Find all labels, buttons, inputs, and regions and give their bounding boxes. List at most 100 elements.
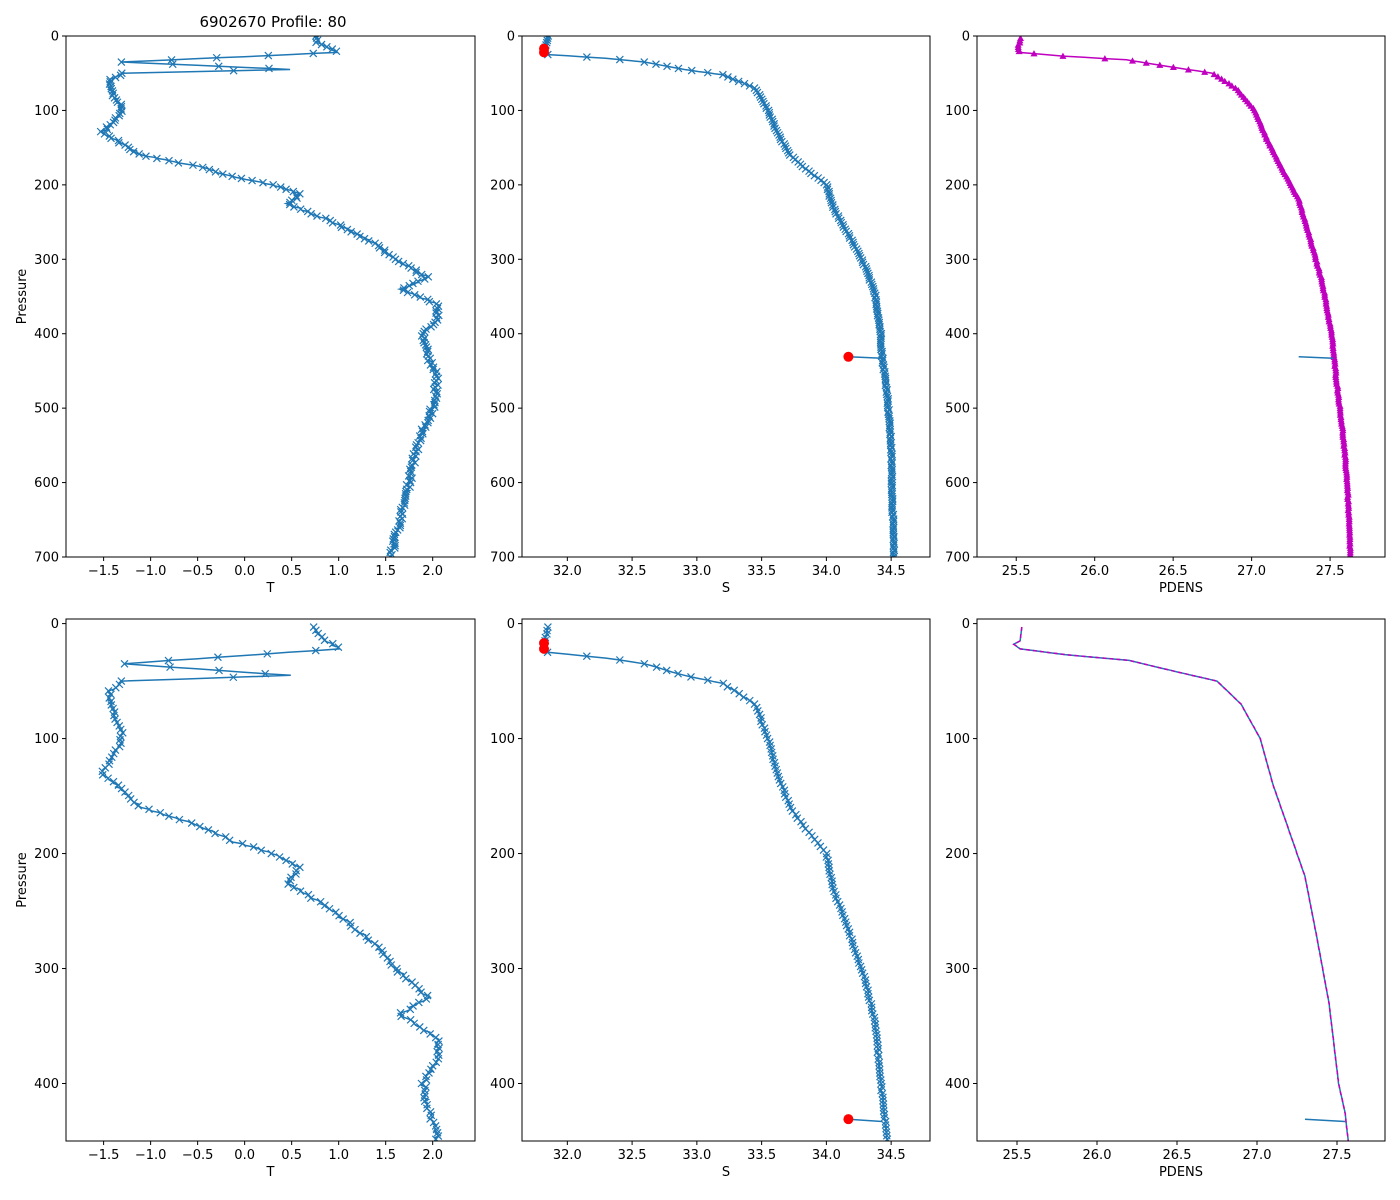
data-point	[879, 1103, 888, 1112]
data-point	[125, 145, 134, 154]
x-tick-label: 0.0	[234, 1148, 255, 1163]
x-tick-label: −0.5	[182, 1148, 214, 1163]
data-point	[334, 643, 343, 652]
data-point	[134, 801, 143, 810]
data-point	[111, 113, 120, 122]
data-point	[1169, 63, 1177, 71]
x-tick-label: 27.5	[1316, 564, 1345, 579]
y-tick-label: 200	[490, 847, 515, 862]
data-point	[229, 673, 238, 682]
axes-frame	[521, 35, 931, 558]
data-point	[874, 1041, 882, 1050]
data-point	[104, 774, 113, 783]
data-point	[867, 999, 876, 1008]
data-point	[867, 280, 876, 289]
data-point	[339, 915, 348, 924]
y-tick-label: 0	[962, 30, 970, 45]
data-point	[841, 225, 850, 234]
x-axis-label: S	[722, 581, 730, 596]
data-point	[730, 686, 739, 695]
data-point	[768, 115, 777, 124]
markers-pdens	[1014, 36, 1354, 557]
data-point	[855, 249, 863, 258]
data-point	[875, 1069, 884, 1077]
data-point	[875, 1065, 884, 1074]
data-point	[827, 196, 836, 205]
data-point	[393, 967, 402, 976]
data-point	[412, 441, 421, 449]
data-point	[865, 273, 874, 282]
data-point	[289, 202, 298, 211]
axes-frame	[976, 618, 1386, 1142]
data-point	[347, 227, 356, 236]
data-point	[109, 777, 118, 786]
data-point	[364, 237, 373, 245]
x-tick-label: 33.5	[747, 564, 776, 579]
data-point	[886, 445, 895, 454]
data-point	[390, 530, 399, 539]
data-point	[420, 1097, 429, 1106]
data-point	[762, 102, 770, 110]
data-point	[129, 147, 138, 156]
data-point	[399, 286, 408, 295]
data-point	[405, 476, 414, 485]
data-point	[434, 302, 443, 311]
x-axis-label: T	[266, 1165, 275, 1180]
data-point	[662, 666, 671, 675]
data-point	[424, 272, 433, 281]
data-point	[412, 268, 421, 277]
data-point	[864, 986, 872, 995]
data-point	[1030, 50, 1038, 57]
data-point	[723, 682, 732, 691]
data-point	[284, 880, 293, 888]
data-point	[360, 234, 369, 243]
data-point	[798, 162, 807, 171]
data-point	[1201, 68, 1209, 75]
y-tick-label: 700	[945, 551, 970, 566]
data-point	[825, 189, 834, 198]
data-point	[425, 297, 434, 306]
data-point	[849, 240, 858, 249]
data-point	[166, 663, 175, 672]
x-tick-label: 32.0	[553, 564, 582, 579]
data-point	[652, 663, 661, 672]
data-point	[322, 42, 331, 51]
data-point	[391, 528, 400, 537]
data-point	[98, 770, 107, 779]
markers-s	[538, 623, 892, 1141]
y-tick-label: 400	[34, 327, 59, 342]
x-tick-label: 33.5	[747, 1148, 776, 1163]
data-point	[416, 293, 425, 301]
x-tick-label: 34.5	[877, 1148, 906, 1163]
data-point	[403, 288, 412, 297]
markers-t	[96, 36, 443, 557]
data-point	[164, 812, 173, 821]
data-point	[663, 62, 671, 71]
data-point	[107, 82, 115, 91]
data-point	[870, 1013, 879, 1022]
y-tick-label: 400	[34, 1077, 59, 1092]
data-point	[417, 988, 425, 997]
data-point	[117, 58, 126, 66]
data-point	[799, 821, 807, 830]
data-point	[724, 73, 732, 81]
plot-area	[539, 36, 899, 557]
data-point	[869, 287, 878, 295]
x-tick-label: 32.5	[618, 1148, 647, 1163]
data-point	[1015, 47, 1023, 55]
data-point	[848, 236, 857, 245]
data-point	[107, 84, 116, 93]
data-point	[343, 225, 352, 234]
data-point	[336, 221, 345, 229]
x-tick-label: 26.5	[1159, 564, 1188, 579]
data-point	[543, 626, 551, 635]
data-point	[426, 1030, 435, 1038]
data-point	[424, 345, 432, 354]
series-line-spike	[1298, 356, 1334, 360]
data-point	[1156, 61, 1164, 68]
x-tick-label: 0.5	[281, 564, 302, 579]
data-point	[417, 434, 426, 443]
data-point	[752, 86, 761, 95]
data-point	[142, 152, 150, 161]
plot-area	[98, 623, 444, 1141]
